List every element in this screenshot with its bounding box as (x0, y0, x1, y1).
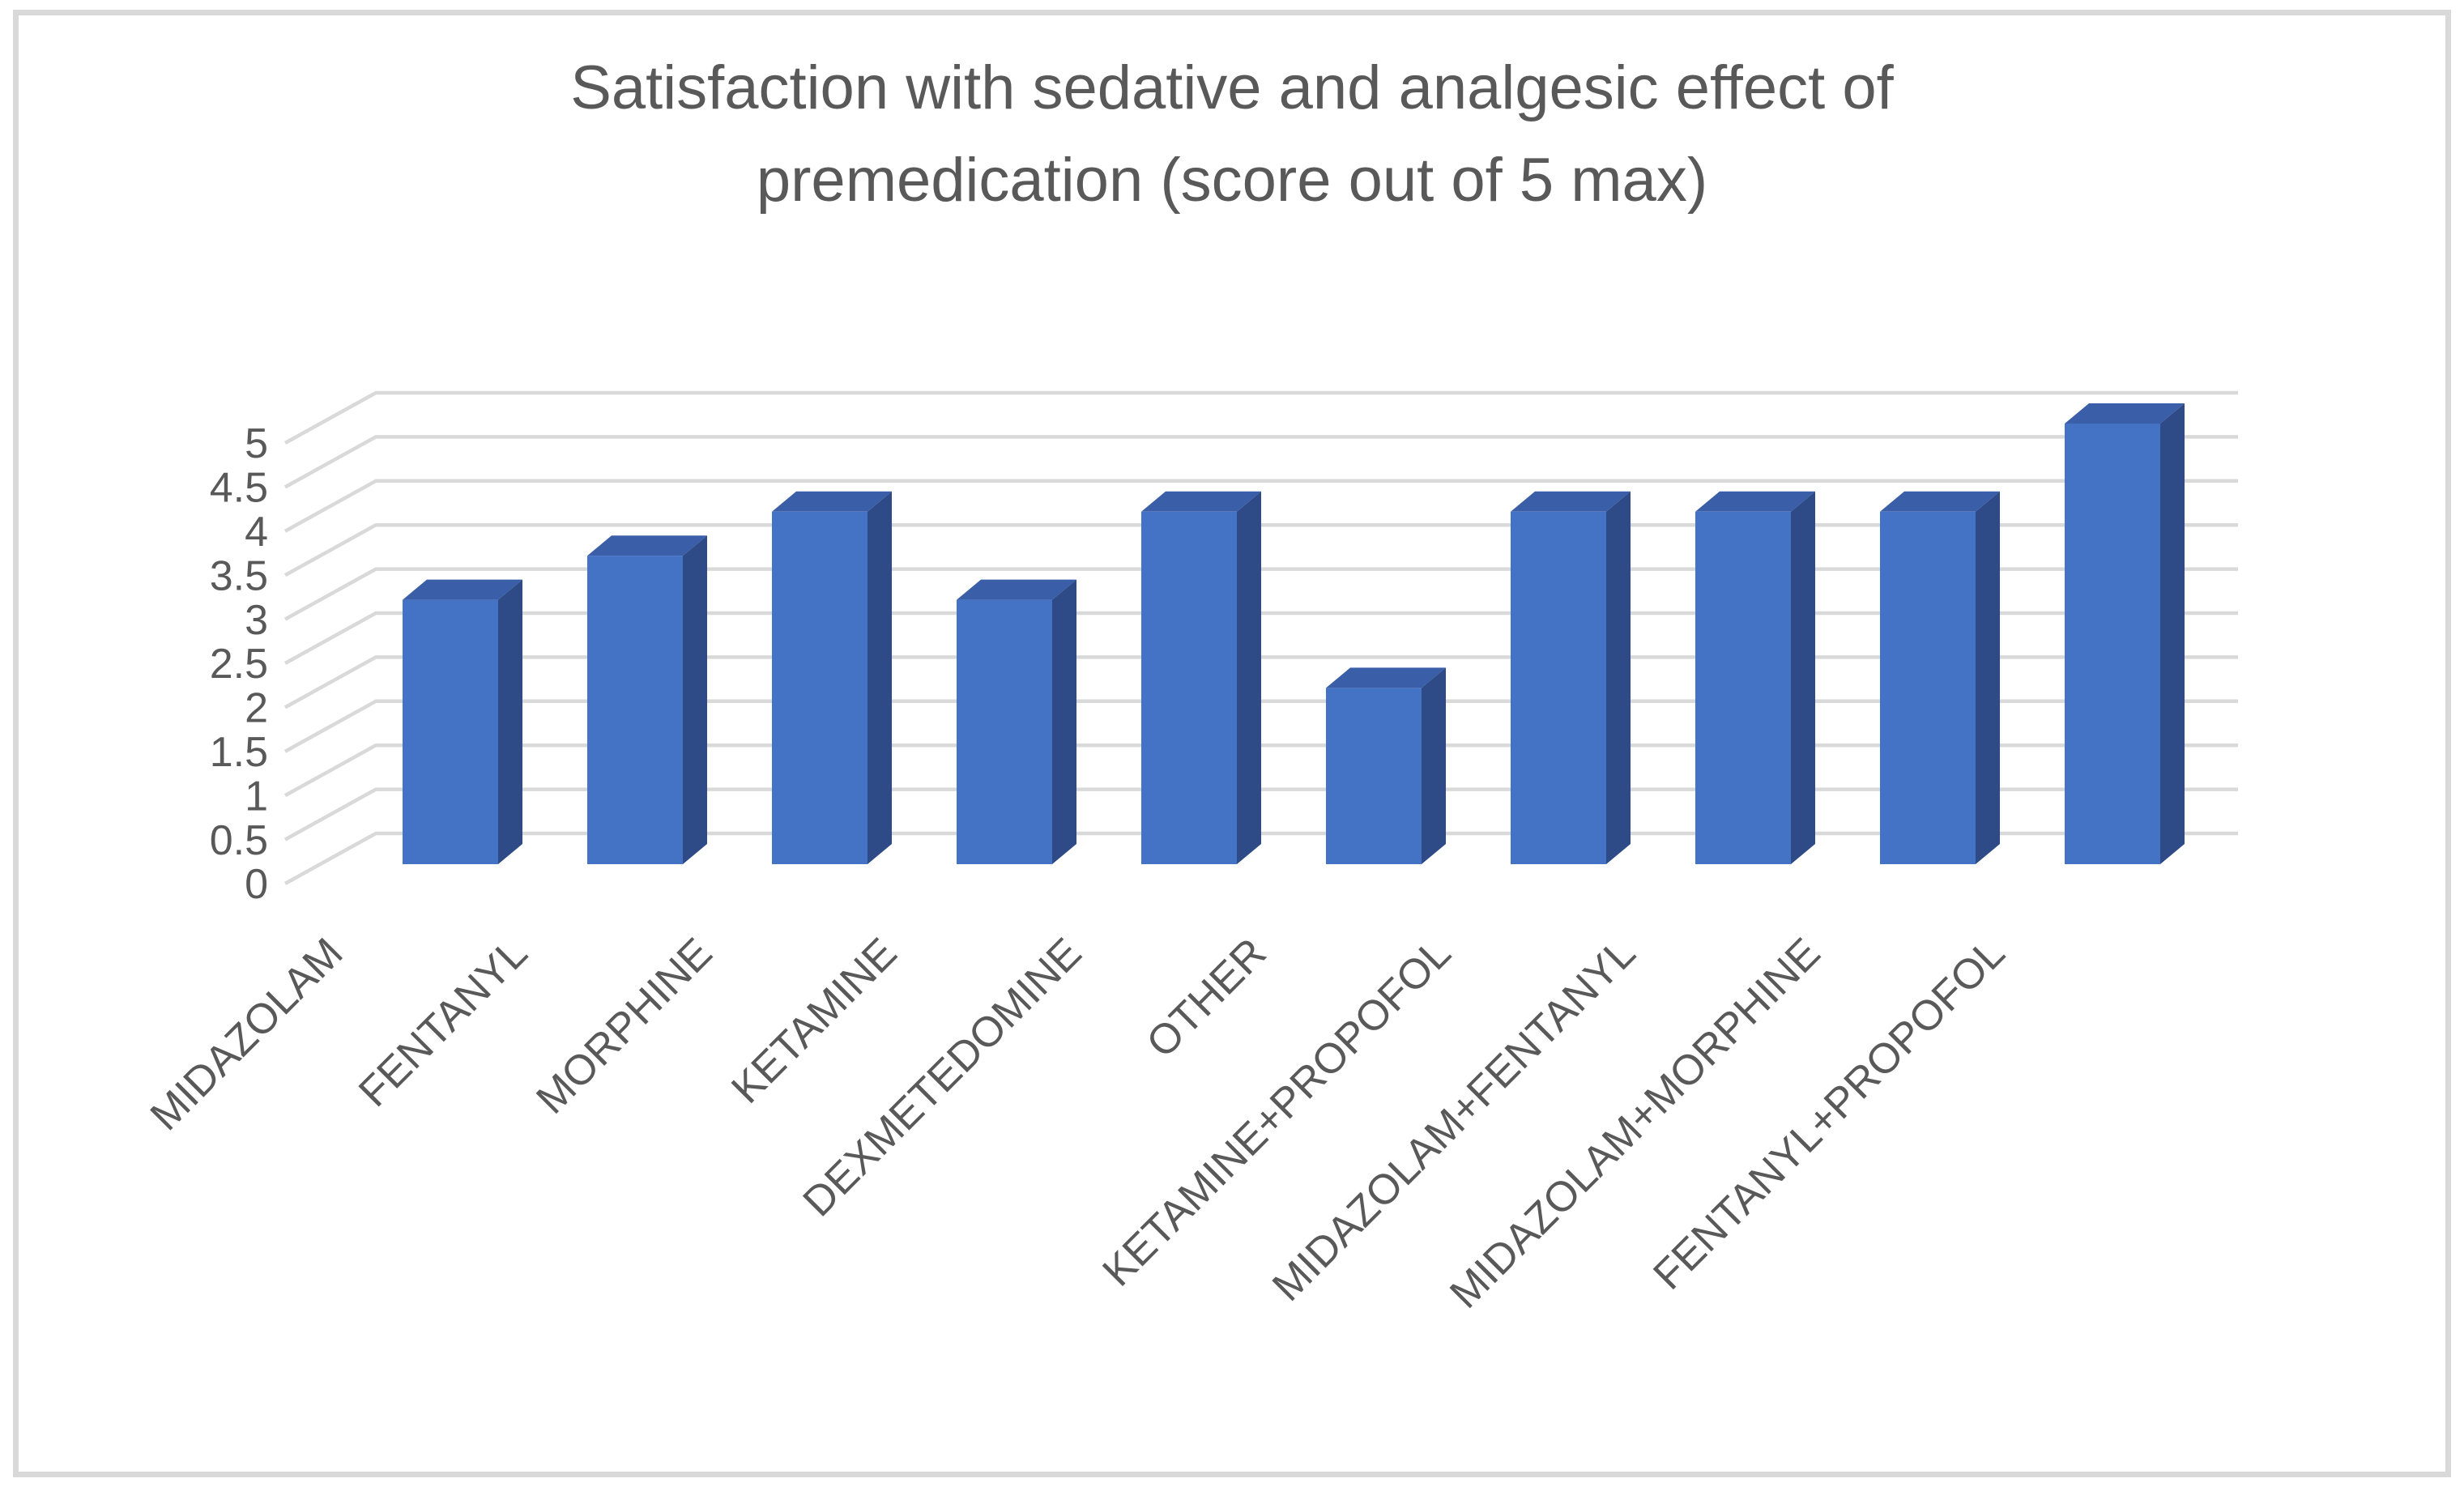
bar-side-face (1237, 491, 1261, 864)
bar-top-face (403, 579, 522, 600)
chart-title-line1: Satisfaction with sedative and analgesic… (570, 53, 1894, 122)
chart-title-line2: premedication (score out of 5 max) (756, 146, 1708, 215)
bar-side-face (1606, 491, 1631, 864)
gridline (283, 390, 2238, 445)
bar-top-face (957, 579, 1076, 600)
bar-top-face (587, 535, 707, 556)
y-axis-tick-label: 3 (245, 597, 268, 644)
x-axis-category-label: OTHER (1138, 929, 1276, 1067)
bar-top-face (1511, 491, 1631, 512)
x-axis-category-label: KETAMINE (723, 929, 906, 1112)
y-axis-tick-label: 0.5 (210, 817, 268, 864)
y-axis-tick-label: 2.5 (210, 641, 268, 688)
bar-top-face (1326, 667, 1446, 688)
bar-side-face (1791, 491, 1815, 864)
y-axis-tick-label: 0 (245, 861, 268, 908)
y-axis-tick-label: 3.5 (210, 552, 268, 599)
bar (1141, 511, 1237, 864)
bar-top-face (2065, 403, 2185, 424)
x-axis-category-label: MIDAZOLAM+FENTANYL (1264, 929, 1644, 1310)
bar-top-face (772, 491, 892, 512)
y-axis-tick-label: 5 (245, 420, 268, 467)
y-axis-tick-label: 2 (245, 685, 268, 732)
x-axis-category-label: MIDAZOLAM (142, 929, 352, 1140)
bar (772, 511, 868, 864)
bar-side-face (2160, 403, 2185, 864)
bar-top-face (1141, 491, 1261, 512)
bar (1695, 511, 1791, 864)
bar-top-face (1880, 491, 2000, 512)
bar (1511, 511, 1606, 864)
y-axis-tick-label: 1 (245, 773, 268, 820)
gridline (283, 479, 2238, 533)
x-axis-category-label: FENTANYL (350, 929, 536, 1115)
bar-side-face (1052, 579, 1076, 864)
y-axis-tick-label: 4.5 (210, 465, 268, 512)
y-axis-tick-label: 1.5 (210, 729, 268, 776)
bar-side-face (1422, 667, 1446, 864)
x-axis-category-label: FENTANYL+PROPOFOL (1644, 929, 2014, 1298)
bar-top-face (1695, 491, 1815, 512)
x-axis-category-label: KETAMINE+PROPOFOL (1093, 929, 1460, 1295)
bar (403, 599, 498, 864)
y-axis-tick-label: 4 (245, 509, 268, 556)
bar-side-face (683, 535, 707, 864)
bar-side-face (498, 579, 522, 864)
bar (957, 599, 1052, 864)
bar (1326, 688, 1422, 864)
bar (587, 556, 683, 864)
bar-side-face (868, 491, 892, 864)
gridline (283, 435, 2238, 489)
bar (1880, 511, 1976, 864)
bar (2065, 424, 2160, 864)
chart-title: Satisfaction with sedative and analgesic… (0, 42, 2464, 227)
x-axis-category-label: MIDAZOLAM+MORPHINE (1441, 929, 1829, 1317)
x-axis-category-label: MORPHINE (527, 929, 721, 1123)
bar-side-face (1976, 491, 2000, 864)
